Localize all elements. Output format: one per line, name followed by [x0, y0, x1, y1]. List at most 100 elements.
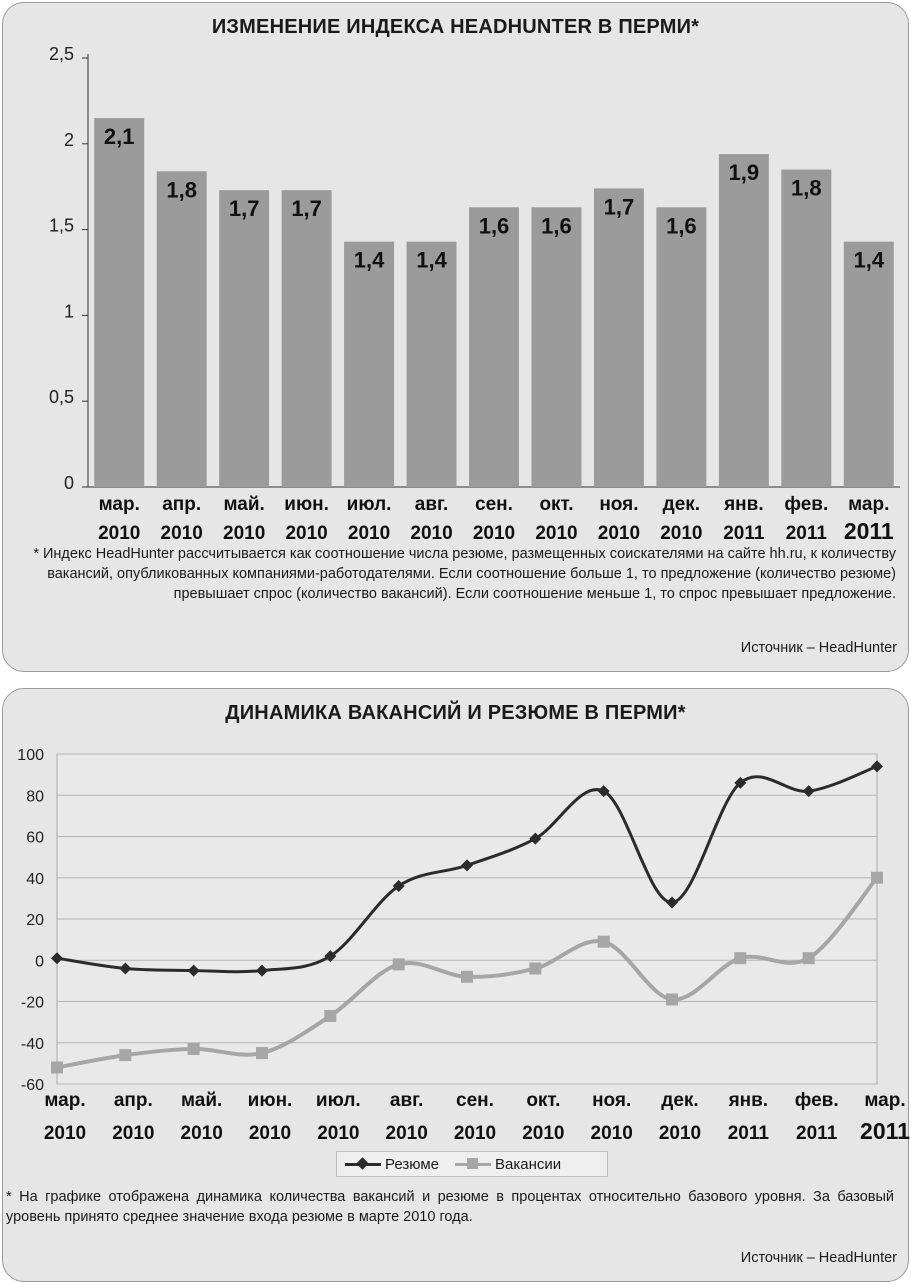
- dynamics-chart-source: Источник – HeadHunter: [740, 1250, 897, 1266]
- bar: [593, 188, 644, 487]
- data-point-vacancies: [461, 970, 473, 983]
- data-point-vacancies: [871, 871, 883, 884]
- bar: [406, 241, 457, 487]
- bar-data-label: 1,6: [666, 213, 697, 238]
- data-point-resume: [119, 962, 132, 975]
- bar: [781, 169, 832, 488]
- line-x-tick-label-month: мар.: [44, 1090, 85, 1111]
- bar: [469, 207, 519, 488]
- line-x-tick-label-year: 2010: [591, 1123, 633, 1144]
- bar-x-tick-label-year: 2011: [723, 523, 765, 544]
- line-x-tick-label-year: 2010: [317, 1123, 359, 1144]
- line-y-tick-label: -60: [21, 1077, 44, 1094]
- bar-data-label: 1,4: [416, 248, 447, 273]
- data-point-vacancies: [802, 952, 815, 965]
- bar-x-tick-label-year: 2010: [410, 523, 452, 544]
- data-point-vacancies: [51, 1061, 63, 1074]
- bar: [344, 241, 395, 487]
- bar-y-tick-label: 0,5: [49, 387, 74, 407]
- bar-data-label: 1,6: [479, 213, 510, 238]
- bar-data-label: 1,8: [791, 176, 822, 201]
- data-point-resume: [256, 964, 268, 977]
- line-x-tick-label-month: июн.: [248, 1090, 293, 1111]
- bar-data-label: 1,8: [166, 177, 197, 202]
- bar-x-tick-label-month: май.: [223, 494, 264, 515]
- bar-x-tick-label-year: 2010: [598, 523, 640, 544]
- line-x-tick-label-year: 2010: [181, 1123, 223, 1144]
- bar-x-tick-label-year: 2010: [285, 523, 327, 544]
- data-point-resume: [392, 880, 405, 892]
- bar-x-tick-label-month: апр.: [162, 494, 201, 515]
- data-point-resume: [871, 760, 883, 773]
- line-x-tick-label-year: 2010: [386, 1123, 428, 1144]
- bar-x-tick-label-month: янв.: [723, 494, 764, 515]
- legend-vacancies-square-icon: [454, 1157, 491, 1171]
- data-point-vacancies: [324, 1009, 337, 1022]
- bar-y-tick-label: 2: [64, 130, 74, 150]
- bar-x-tick-label-year: 2011: [786, 523, 828, 544]
- bar-x-tick-label-month: сен.: [475, 494, 513, 515]
- line-y-tick-label: 40: [26, 871, 44, 888]
- bar-data-label: 1,4: [354, 248, 385, 273]
- line-x-tick-label-year: 2010: [112, 1123, 154, 1144]
- bar-data-label: 2,1: [104, 124, 135, 149]
- data-point-resume: [802, 785, 815, 798]
- data-point-resume: [597, 785, 610, 798]
- bar: [531, 207, 582, 488]
- data-point-resume: [461, 859, 473, 872]
- data-point-resume: [324, 950, 337, 963]
- bar-data-label: 1,6: [541, 213, 572, 238]
- line-x-tick-label-year: 2011: [796, 1123, 838, 1144]
- data-point-resume: [666, 896, 678, 909]
- bar-x-tick-label-month: ноя.: [599, 494, 638, 515]
- data-point-vacancies: [597, 935, 610, 948]
- legend-item-vacancies: Вакансии: [454, 1155, 562, 1173]
- data-point-resume: [529, 832, 542, 845]
- line-x-tick-label-month: апр.: [114, 1090, 153, 1111]
- bar: [656, 207, 707, 488]
- bar-data-label: 1,4: [853, 248, 884, 273]
- bar: [156, 171, 207, 488]
- dynamics-line-chart: -60 -40 -20 0 20 40 60 80 100 мар. 2010 апр. 2010 май…: [17, 747, 910, 1144]
- data-point-resume: [51, 952, 63, 965]
- bar-x-tick-label-month: окт.: [539, 494, 573, 515]
- line-x-tick-label-year: 2010: [249, 1123, 291, 1144]
- bar: [718, 154, 769, 487]
- data-point-resume: [187, 964, 200, 977]
- line-x-tick-label-year: 2011: [860, 1118, 910, 1144]
- line-x-tick-label-year: 2011: [728, 1123, 770, 1144]
- legend-resume-diamond-icon: [345, 1157, 381, 1171]
- dynamics-chart-title: ДИНАМИКА ВАКАНСИЙ И РЕЗЮМЕ В ПЕРМИ*: [225, 702, 686, 724]
- bar-x-tick-label-year: 2011: [844, 518, 894, 544]
- line-x-tick-label-year: 2010: [659, 1123, 701, 1144]
- line-x-tick-label-month: авг.: [390, 1090, 424, 1111]
- line-y-tick-label: -40: [21, 1036, 44, 1053]
- index-chart-source: Источник – HeadHunter: [740, 640, 897, 656]
- index-chart-footnote: * Индекс HeadHunter рассчитывается как с…: [33, 546, 896, 602]
- line-y-tick-label: 80: [26, 788, 44, 805]
- line-x-tick-label-month: май.: [181, 1090, 222, 1111]
- bar-x-tick-label-month: мар.: [848, 494, 889, 515]
- bar: [94, 118, 145, 487]
- data-point-vacancies: [392, 958, 405, 971]
- bar-x-tick-label-month: дек.: [663, 494, 700, 515]
- bar: [843, 241, 894, 487]
- bar-data-label: 1,7: [604, 194, 635, 219]
- data-point-resume: [734, 776, 747, 789]
- legend-vacancies-label: Вакансии: [494, 1155, 562, 1173]
- bar-x-tick-label-month: авг.: [415, 494, 449, 515]
- line-x-tick-label-month: мар.: [864, 1090, 905, 1111]
- line-x-tick-label-month: ноя.: [592, 1090, 631, 1111]
- line-y-tick-label: -20: [21, 995, 44, 1012]
- legend-item-resume: Резюме: [345, 1156, 439, 1173]
- line-x-tick-label-year: 2010: [454, 1123, 496, 1144]
- index-bar-chart: 0 0,5 1 1,5 2 2,5 2,1 мар. 2010 1,8 апр. 2010 1,7 май…: [49, 44, 900, 544]
- bar-y-tick-label: 1: [64, 301, 74, 321]
- bar-y-tick-label: 1,5: [49, 216, 74, 236]
- dynamics-legend: Резюме Вакансии: [336, 1151, 608, 1177]
- line-y-tick-label: 20: [26, 912, 44, 929]
- bar-x-tick-label-year: 2010: [161, 523, 203, 544]
- bar-x-tick-label-year: 2010: [98, 523, 140, 544]
- data-point-vacancies: [256, 1047, 268, 1060]
- data-point-vacancies: [119, 1049, 132, 1062]
